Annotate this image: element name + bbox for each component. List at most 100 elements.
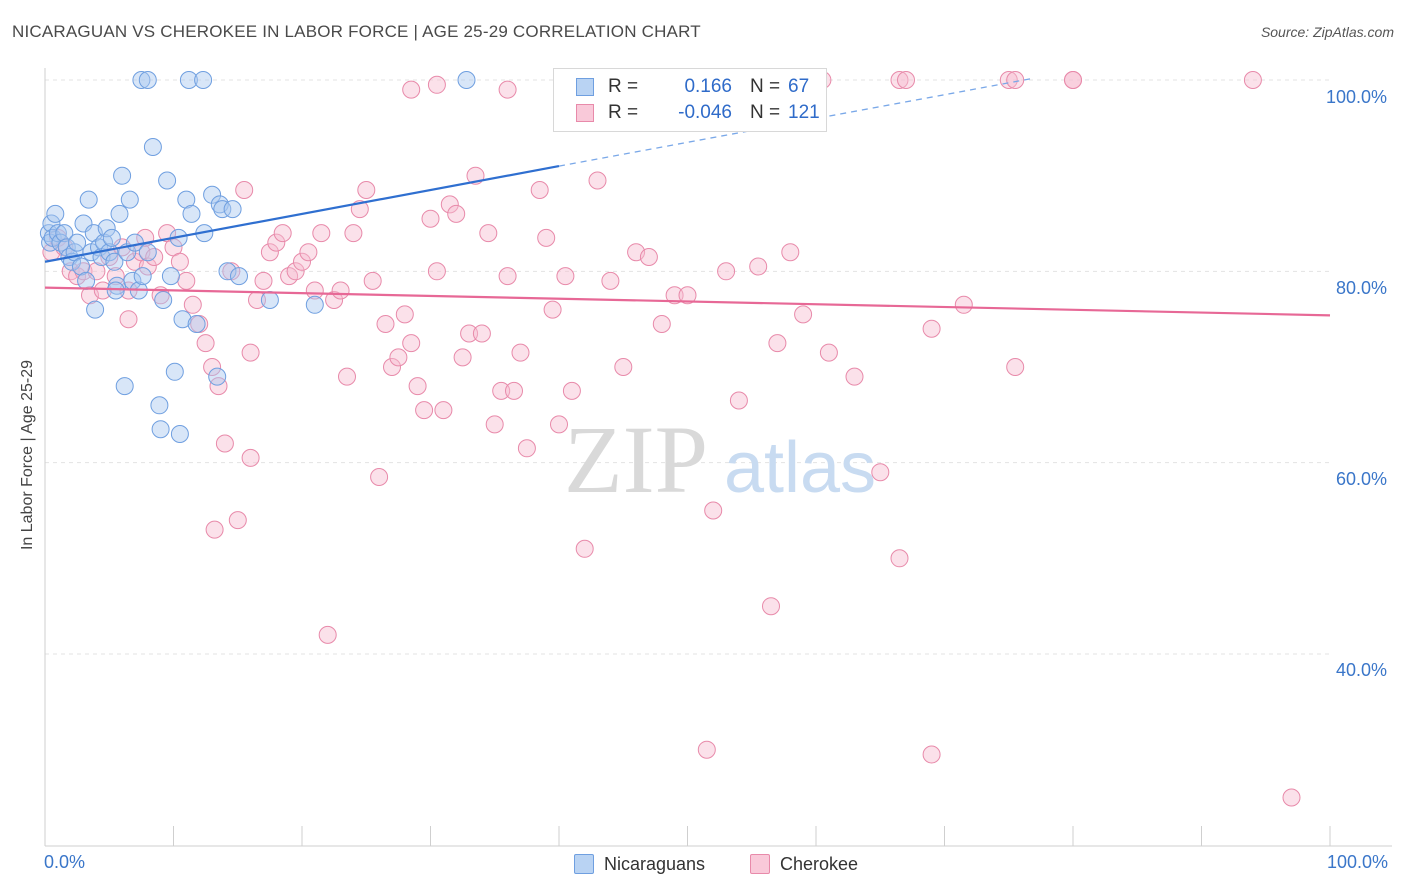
nicaraguans-point [165, 362, 184, 381]
source-credit: Source: ZipAtlas.com [1260, 24, 1394, 40]
legend-row-cherokee: R = -0.046 N = 121 [576, 101, 820, 125]
cherokee-point [293, 252, 311, 271]
nicaraguans-point [113, 166, 132, 185]
cherokee-point [241, 448, 260, 467]
nicaraguans-point [72, 257, 90, 276]
cherokee-point [338, 367, 356, 386]
cherokee-point [267, 233, 286, 252]
cherokee-point [922, 745, 941, 764]
cherokee-point [318, 625, 337, 644]
bottom-legend-label: Nicaraguans [604, 853, 706, 874]
cherokee-point [61, 262, 80, 281]
cherokee-point [890, 71, 909, 89]
cherokee-point [1282, 788, 1301, 807]
cherokee-point [402, 80, 421, 99]
nicaraguans-point [102, 228, 121, 247]
cherokee-point [415, 401, 434, 420]
legend-row-nicaraguans: R = 0.166 N = 67 [576, 75, 809, 99]
cherokee-point [498, 267, 517, 286]
nicaraguans-point [218, 262, 237, 281]
cherokee-point [556, 267, 575, 286]
cherokee-point [588, 171, 607, 190]
cherokee-point [376, 315, 395, 333]
nicaraguans-point [177, 190, 196, 209]
cherokee-point [273, 224, 292, 243]
cherokee-point [890, 549, 909, 568]
nicaraguans-point [179, 71, 198, 89]
correlation-legend: R = 0.166 N = 67 R = -0.046 N = 121 [553, 68, 827, 132]
cherokee-point [205, 520, 224, 539]
watermark-atlas: atlas [724, 428, 876, 508]
cherokee-point [729, 391, 748, 410]
cherokee-point [639, 248, 658, 266]
cherokee-point [704, 501, 723, 520]
cherokee-point [562, 381, 581, 400]
cherokee-point [749, 257, 768, 276]
legend-swatch-pink [576, 104, 594, 122]
legend-r-value: -0.046 [678, 102, 732, 123]
cherokee-point [305, 281, 324, 300]
cherokee-point [196, 334, 215, 353]
cherokee-point [1064, 71, 1082, 89]
cherokee-point [479, 224, 498, 243]
cherokee-point [170, 252, 189, 271]
cherokee-point [209, 377, 228, 396]
nicaraguans-point [260, 291, 279, 309]
cherokee-point [954, 295, 973, 314]
cherokee-point [383, 358, 401, 376]
cherokee-point [215, 434, 234, 453]
trend-line-nicaraguans [44, 165, 560, 263]
nicaraguans-point [187, 315, 206, 333]
nicaraguans-point [154, 291, 173, 309]
cherokee-point [145, 248, 164, 266]
cherokee-point [453, 348, 472, 367]
nicaraguans-point [457, 71, 476, 89]
legend-n-label: N = [750, 102, 781, 123]
trend-line-cherokee [44, 286, 1331, 317]
y-tick-label-80: 80.0% [1336, 278, 1388, 298]
cherokee-point [286, 262, 305, 281]
cherokee-point [601, 271, 620, 290]
nicaraguans-point [86, 300, 105, 319]
cherokee-point [203, 358, 222, 376]
cherokee-point [421, 209, 440, 228]
legend-r-value: 0.166 [684, 76, 732, 97]
nicaraguans-point [110, 204, 129, 223]
cherokee-point [228, 511, 247, 530]
cherokee-point [652, 315, 671, 333]
cherokee-point [537, 228, 556, 247]
bottom-legend-cherokee[interactable]: Cherokee [750, 852, 858, 876]
bottom-legend-swatch-blue [574, 854, 594, 874]
nicaraguans-point [182, 204, 201, 223]
cherokee-point [697, 740, 716, 759]
cherokee-point [678, 286, 697, 305]
nicaraguans-point [120, 190, 139, 209]
grid-lines [45, 79, 1330, 655]
cherokee-point [530, 181, 549, 199]
cherokee-point [575, 539, 594, 558]
cherokee-point [762, 597, 780, 616]
cherokee-point [511, 343, 530, 362]
nicaraguans-point [105, 252, 124, 271]
nicaraguans-point [138, 243, 157, 262]
nicaraguans-point [194, 71, 213, 89]
bottom-legend-nicaraguans[interactable]: Nicaraguans [574, 852, 705, 876]
nicaraguans-point [150, 396, 169, 415]
nicaraguans-point [77, 271, 96, 290]
cherokee-point [344, 224, 363, 243]
nicaraguans-point [79, 190, 98, 209]
cherokee-point [768, 334, 787, 353]
cherokee-point [260, 243, 279, 262]
axes [44, 68, 1392, 847]
cherokee-point [408, 377, 427, 396]
cherokee-point [1006, 358, 1025, 376]
cherokee-point [1243, 71, 1262, 89]
cherokee-point [794, 305, 813, 324]
nicaraguans-point [161, 267, 180, 286]
nicaraguans-point [213, 200, 232, 219]
cherokee-point [357, 181, 376, 199]
legend-n-value: 67 [788, 76, 810, 97]
cherokee-point [389, 348, 408, 367]
cherokee-point [665, 286, 684, 305]
watermark-zip: ZIP [564, 406, 708, 513]
